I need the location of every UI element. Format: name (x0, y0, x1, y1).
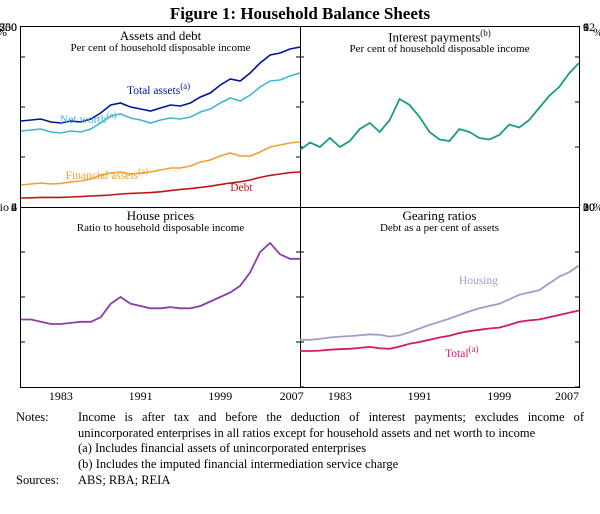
notes-body: Income is after tax and before the deduc… (78, 410, 584, 441)
xtick: 2007 (555, 389, 579, 404)
xtick: 1991 (129, 389, 153, 404)
chart-grid: % % Assets and debt Per cent of househol… (20, 26, 580, 388)
panel-interest: Interest payments(b) Per cent of househo… (300, 27, 579, 207)
panel-assets-debt: Assets and debt Per cent of household di… (21, 27, 300, 207)
xtick: 1999 (487, 389, 511, 404)
chart-bl (21, 207, 300, 387)
note-a: (a) Includes financial assets of unincor… (78, 441, 584, 457)
xtick: 1991 (408, 389, 432, 404)
panel-gearing: Gearing ratios Debt as a per cent of ass… (300, 207, 579, 387)
xtick: 1983 (49, 389, 73, 404)
note-b: (b) Includes the imputed financial inter… (78, 457, 584, 473)
figure-title: Figure 1: Household Balance Sheets (16, 4, 584, 24)
xtick: 1999 (208, 389, 232, 404)
panel-house-prices: House prices Ratio to household disposab… (21, 207, 300, 387)
chart-tr (300, 27, 579, 207)
xtick: 1983 (328, 389, 352, 404)
notes-block: Notes: Income is after tax and before th… (16, 410, 584, 488)
sources-label: Sources: (16, 473, 78, 489)
xaxis-right: 1983 1991 1999 2007 (300, 389, 579, 403)
notes-label: Notes: (16, 410, 78, 441)
ytick: 30 (583, 201, 600, 213)
ytick: 6 (0, 201, 17, 213)
ytick: 750 (0, 21, 17, 33)
ytick: 12 (583, 21, 600, 33)
chart-tl (21, 27, 300, 207)
sources-body: ABS; RBA; REIA (78, 473, 584, 489)
chart-br (300, 207, 579, 387)
xaxis-left: 1983199119992007 (21, 389, 300, 403)
figure: Figure 1: Household Balance Sheets % % A… (0, 0, 600, 488)
